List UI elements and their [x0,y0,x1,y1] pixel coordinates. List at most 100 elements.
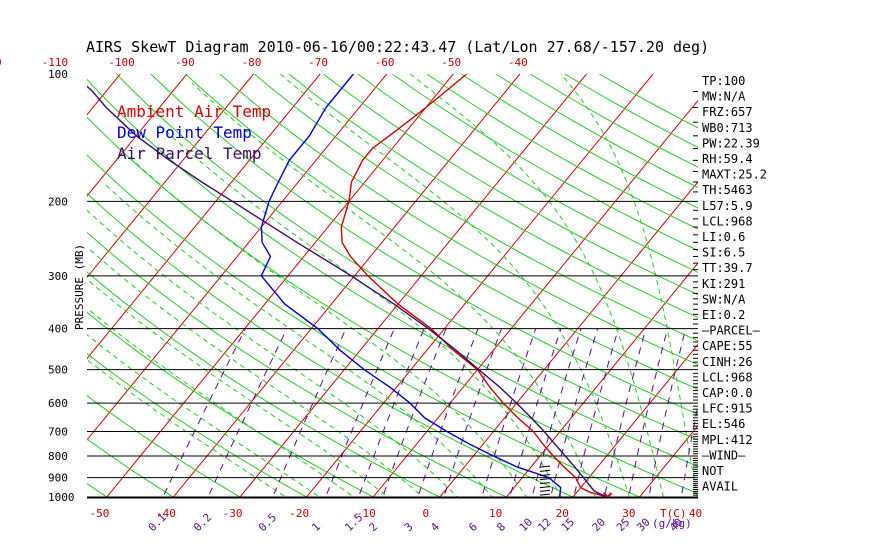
index-item: MPL:412 [702,433,753,447]
isotherm-line [832,74,870,506]
isotherm-line [638,424,698,497]
dry-adiabat-line [185,74,698,390]
mixing-ratio-line [481,328,537,497]
top-temp-tick-label: -90 [175,56,195,69]
mixing-ratio-tick-label: 2 [366,520,380,534]
dry-adiabat-line [288,74,698,319]
isotherm-line [87,74,388,441]
mixing-ratio-tick-label: 12 [535,516,554,535]
mixing-ratio-tick-label: 0.2 [191,511,214,534]
moist-adiabat-line [87,246,424,497]
index-item: EI:0.2 [702,308,745,322]
bottom-temp-tick-labels: -50 -40 -30 -20 -10 0 10 20 30 40 [89,507,702,520]
mixing-ratio-tick-label: 30 [634,516,653,535]
top-temp-tick-label: -40 [508,56,528,69]
pressure-tick-label: 800 [48,450,68,463]
index-item: TT:39.7 [702,261,753,275]
index-item: LI:0.6 [702,230,745,244]
dry-adiabat-line [87,352,308,497]
bottom-temp-tick-label: 0 [422,507,429,520]
dry-adiabat-line [87,78,698,467]
mixing-ratio-line [603,328,647,497]
index-item: LCL:968 [702,370,753,384]
profile-series [87,74,613,497]
mixing-ratio-line [162,328,246,497]
isotherm-line [106,74,454,497]
moist-adiabat-lines [87,74,698,497]
index-item: SW:N/A [702,292,746,306]
surface-marker [602,492,613,497]
mixing-ratio-tick-label: 1 [309,520,323,534]
top-temp-tick-label: -80 [242,56,262,69]
top-temp-tick-label: -100 [108,56,135,69]
moist-adiabat-line [279,74,630,497]
isotherm-line [239,74,587,497]
moist-adiabat-line [87,359,287,497]
wind-barb [539,465,551,468]
dry-adiabat-line [530,74,698,168]
dry-adiabat-line [87,116,698,495]
wind-barb [539,478,551,481]
y-axis-label: PRESSURE (MB) [73,244,86,330]
pressure-tick-label: 500 [48,364,68,377]
mixing-ratio-tick-label: 10 [517,516,536,535]
isotherm-line [87,74,188,197]
wind-barb [539,486,551,489]
index-item: AVAIL [702,480,738,494]
mixing-ratio-tick-label: 3 [402,520,416,534]
isotherm-line [505,262,698,497]
index-item: CAPE:55 [702,339,753,353]
bottom-temp-unit: T(C) [660,507,687,520]
index-item: RH:59.4 [702,152,753,166]
legend-dew-point-temp: Dew Point Temp [117,123,252,142]
pressure-tick-label: 900 [48,472,68,485]
moist-adiabat-line [87,307,355,497]
dry-adiabat-line [87,482,108,497]
wind-barb [539,474,551,477]
bottom-temp-tick-label: 10 [489,507,502,520]
index-item: TP:100 [702,74,745,88]
mixing-ratio-lines [162,328,698,497]
moist-adiabat-line [87,334,321,497]
isotherm-line [305,74,654,497]
pressure-tick-label: 700 [48,425,68,438]
isotherm-line [87,74,121,116]
pressure-tick-label: 200 [48,195,68,208]
pressure-tick-label: 600 [48,397,68,410]
index-item: SI:6.5 [702,246,745,260]
dry-adiabat-line [87,192,575,497]
dry-adiabat-line [87,395,241,497]
moist-adiabat-line [87,209,458,497]
mixing-ratio-line [573,328,619,497]
pressure-tick-label: 1000 [48,491,75,504]
dry-adiabat-line [357,74,698,273]
bottom-temp-tick-label: -50 [89,507,109,520]
dry-adiabat-line [87,231,508,497]
dry-adiabat-line [87,438,175,497]
isotherm-line [0,74,54,506]
mixing-ratio-tick-label: 20 [590,516,609,535]
dry-adiabat-line [426,74,698,230]
index-item: EL:546 [702,417,745,431]
mixing-ratio-line [550,328,599,497]
pressure-tick-label: 100 [48,68,68,81]
pressure-tick-label: 300 [48,270,68,283]
series-line [87,85,607,497]
mixing-ratio-line [531,328,582,497]
index-item: WB0:713 [702,121,753,135]
mixing-ratio-tick-label: 8 [494,520,508,534]
moist-adiabat-line [560,74,698,497]
top-temp-tick-label: -60 [375,56,395,69]
index-item: CAP:0.0 [702,386,753,400]
moist-adiabat-line [410,74,664,497]
top-temp-tick-label: -110 [42,56,68,69]
moist-adiabat-line [155,121,562,497]
series-line [340,74,608,497]
dry-adiabat-line [116,74,698,441]
legend-air-parcel-temp: Air Parcel Temp [117,144,262,163]
mixing-ratio-unit: (g/kg) [652,517,692,530]
mixing-ratio-line [417,328,479,497]
legend: Ambient Air Temp Dew Point Temp Air Parc… [117,102,271,163]
index-item: L57:5.9 [702,199,753,213]
